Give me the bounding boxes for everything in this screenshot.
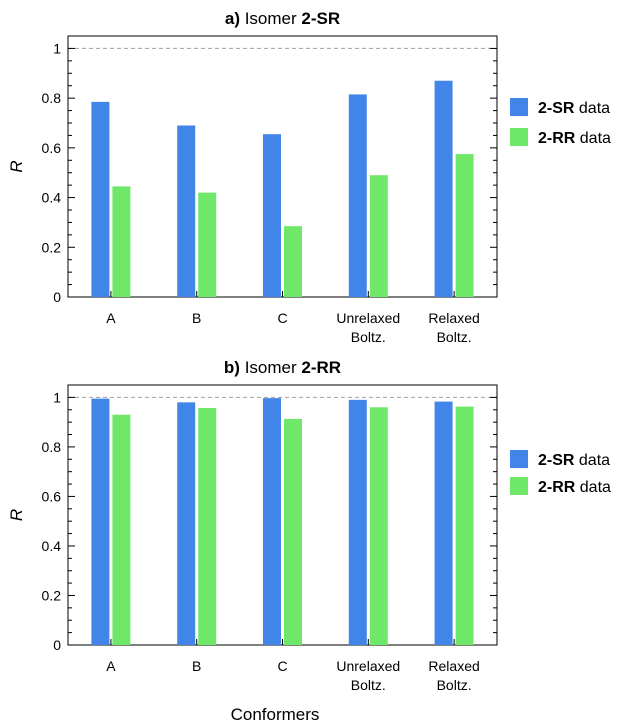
bar-2-sr-3	[348, 94, 367, 298]
y-tick-label: 1	[53, 389, 61, 405]
bar-2-sr-3	[348, 399, 367, 645]
bar-2-sr-4	[434, 401, 453, 645]
x-tick-label: B	[192, 658, 201, 674]
bar-2-sr-1	[177, 402, 196, 645]
bar-2-rr-1	[198, 408, 217, 645]
x-tick-label: C	[277, 310, 287, 326]
bar-2-rr-4	[455, 406, 474, 645]
chart-b: b) Isomer 2-RR 0 0.2 0.4 0.6 0.8 1 R A B C Unrelaxe…	[7, 358, 611, 693]
y-axis-label: R	[7, 509, 26, 521]
y-tick-label: 0.2	[42, 239, 62, 255]
y-tick-label: 1	[53, 40, 61, 56]
x-axis-label: Conformers	[231, 705, 320, 724]
y-tick-label: 0.4	[42, 538, 62, 554]
y-tick-label: 0.8	[42, 90, 62, 106]
legend-series-suffix: data	[579, 100, 610, 117]
bar-2-rr-3	[369, 407, 388, 645]
x-tick-label: Boltz.	[437, 677, 472, 693]
legend-series-suffix: data	[580, 130, 611, 147]
chart-title: a) Isomer 2-SR	[225, 9, 340, 28]
legend-swatch-2-sr	[510, 98, 528, 116]
x-tick-label: A	[106, 658, 116, 674]
legend-swatch-2-sr	[510, 450, 528, 468]
legend-series-name: 2-SR	[538, 100, 579, 117]
legend-label-2-sr: 2-SR data	[538, 452, 610, 469]
bar-2-rr-0	[112, 414, 131, 645]
plot-frame	[67, 35, 498, 298]
bar-2-rr-0	[112, 186, 131, 297]
y-tick-label: 0.6	[42, 140, 62, 156]
y-axis-label: R	[7, 160, 26, 172]
y-tick-label: 0.2	[42, 587, 62, 603]
chart-title: b) Isomer 2-RR	[224, 358, 341, 377]
bar-2-rr-3	[369, 175, 388, 297]
bar-2-sr-4	[434, 80, 453, 297]
x-tick-label: A	[106, 310, 116, 326]
legend-series-name: 2-RR	[538, 479, 580, 496]
plot-frame	[67, 384, 498, 646]
chart-a: a) Isomer 2-SR 0 0.2 0.4 0.6 0.8 1 R A B C Unrelaxe…	[7, 9, 611, 345]
x-tick-label: Unrelaxed	[336, 310, 400, 326]
legend-series-name: 2-SR	[538, 452, 579, 469]
x-tick-label: Boltz.	[351, 677, 386, 693]
x-tick-label: B	[192, 310, 201, 326]
bar-2-sr-2	[263, 134, 281, 297]
legend-swatch-2-rr	[510, 477, 528, 495]
chart-title-text: Isomer	[245, 358, 302, 377]
x-tick-label: Relaxed	[428, 310, 479, 326]
bar-2-rr-2	[284, 226, 302, 297]
y-tick-label: 0	[53, 289, 61, 305]
x-tick-label: Relaxed	[428, 658, 479, 674]
bar-2-sr-2	[263, 398, 281, 645]
chart-title-prefix: a)	[225, 9, 245, 28]
bar-2-rr-1	[198, 192, 217, 297]
legend-series-name: 2-RR	[538, 130, 580, 147]
legend-label-2-rr: 2-RR data	[538, 130, 611, 147]
bar-2-rr-2	[284, 418, 302, 645]
legend-label-2-rr: 2-RR data	[538, 479, 611, 496]
chart-title-text: Isomer	[245, 9, 302, 28]
chart-title-prefix: b)	[224, 358, 245, 377]
legend-series-suffix: data	[579, 452, 610, 469]
bar-2-sr-1	[177, 125, 196, 297]
chart-title-bold: 2-SR	[301, 9, 340, 28]
y-tick-label: 0.8	[42, 439, 62, 455]
x-tick-label: Boltz.	[437, 329, 472, 345]
y-tick-label: 0.4	[42, 190, 62, 206]
legend-series-suffix: data	[580, 479, 611, 496]
legend-label-2-sr: 2-SR data	[538, 100, 610, 117]
y-tick-label: 0	[53, 637, 61, 653]
bar-2-sr-0	[91, 398, 110, 645]
x-tick-label: Boltz.	[351, 329, 386, 345]
x-tick-label: C	[277, 658, 287, 674]
legend-swatch-2-rr	[510, 128, 528, 146]
bar-2-rr-4	[455, 154, 474, 297]
bar-2-sr-0	[91, 101, 110, 297]
x-tick-label: Unrelaxed	[336, 658, 400, 674]
chart-title-bold: 2-RR	[301, 358, 341, 377]
y-tick-label: 0.6	[42, 488, 62, 504]
